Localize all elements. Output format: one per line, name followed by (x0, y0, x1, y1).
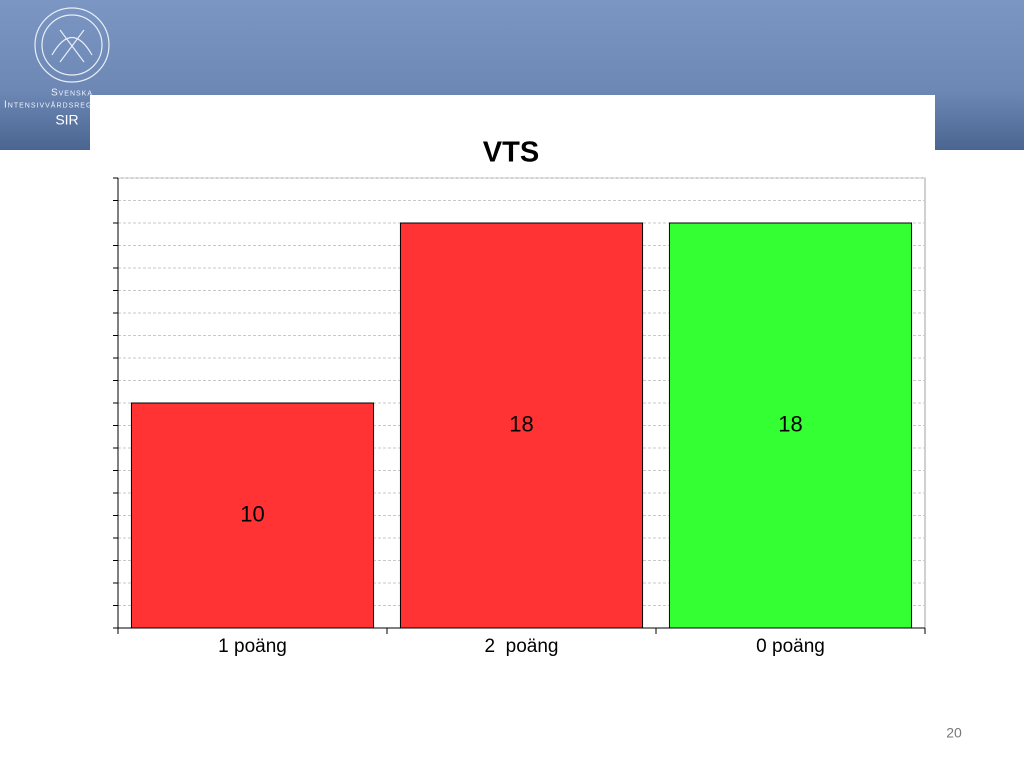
logo-abbr: SIR (55, 112, 78, 128)
x-tick-label: 2 poäng (485, 636, 559, 657)
value-label: 18 (509, 411, 533, 436)
x-tick-label: 1 poäng (218, 636, 287, 657)
logo-text: Svenska (51, 88, 93, 99)
page-number: 20 (946, 725, 962, 741)
value-label: 18 (778, 411, 802, 436)
value-label: 10 (240, 501, 264, 526)
bar (399, 222, 644, 629)
logo-text: Intensivvårdsregistret (4, 100, 123, 111)
logo (34, 7, 110, 83)
x-tick-label: 0 poäng (756, 636, 825, 657)
bar (668, 222, 913, 629)
chart-title: VTS (483, 137, 539, 169)
bar (130, 402, 375, 629)
